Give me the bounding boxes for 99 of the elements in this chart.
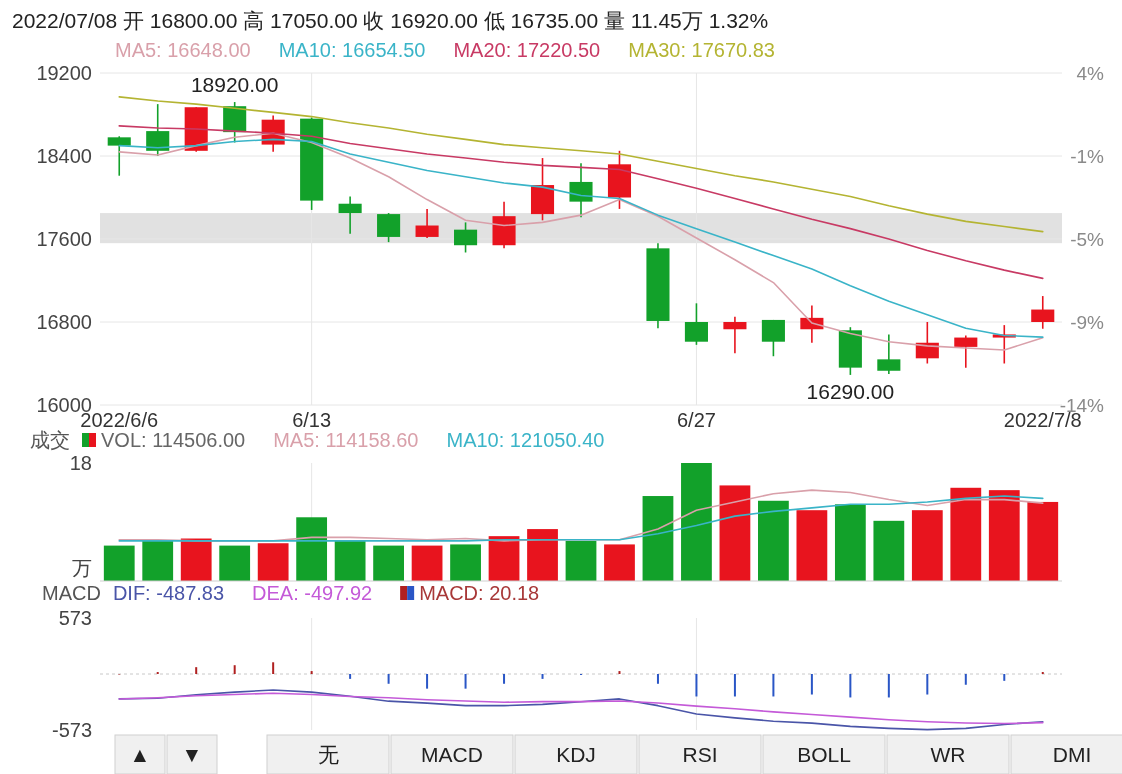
text: MACD — [421, 743, 483, 766]
bar — [964, 674, 967, 685]
text: 无 — [317, 743, 339, 766]
bar — [772, 674, 775, 697]
text: WR — [930, 743, 966, 766]
bar — [527, 529, 558, 581]
bar — [541, 674, 544, 679]
candlestick — [107, 135, 131, 177]
bar — [656, 674, 659, 684]
candlestick — [723, 316, 747, 354]
annotation: 16290.00 — [806, 379, 895, 403]
text: MA5: 16648.00 — [115, 39, 251, 61]
y-tick-label: 16800 — [36, 311, 92, 333]
bar — [642, 496, 674, 581]
text: 18 — [69, 452, 92, 474]
bar — [310, 671, 313, 674]
bar — [950, 487, 982, 581]
text: MA30: 17670.83 — [628, 39, 775, 61]
text: ▼ — [181, 743, 203, 766]
bar — [334, 540, 366, 581]
candlestick — [377, 212, 401, 243]
x-tick-label: 6/13 — [292, 409, 332, 431]
bar — [719, 485, 751, 581]
bar — [926, 674, 929, 695]
bar — [565, 540, 597, 581]
bar — [219, 545, 251, 581]
y-tick-label: 19200 — [36, 62, 92, 84]
bar — [373, 545, 404, 581]
legend-label: VOL: 114506.00 — [101, 429, 246, 451]
bar — [195, 667, 198, 674]
x-tick-label: 6/27 — [676, 409, 716, 431]
candlestick — [454, 221, 478, 254]
bar — [887, 674, 890, 698]
bar — [873, 520, 905, 581]
bar — [810, 674, 813, 695]
y2-tick-label: -5% — [1070, 228, 1105, 250]
bar — [488, 536, 520, 581]
bar — [387, 674, 390, 684]
candlestick — [761, 319, 785, 358]
text: BOLL — [797, 743, 851, 766]
legend-label: MACD: 20.18 — [419, 582, 540, 604]
bar — [257, 543, 289, 581]
text: MA10: 16654.50 — [278, 39, 426, 61]
text: MA10: 121050.40 — [446, 429, 605, 451]
y-tick-label: -573 — [51, 719, 92, 741]
text: MA20: 17220.50 — [453, 39, 601, 61]
bar — [503, 674, 506, 684]
bar — [142, 540, 174, 581]
text: MA5: 114158.60 — [273, 429, 419, 451]
y-tick-label: 17600 — [36, 228, 92, 250]
bar — [103, 545, 135, 581]
text: DEA: -497.92 — [252, 582, 373, 604]
bar — [411, 545, 443, 581]
bar — [272, 662, 275, 674]
bar — [988, 490, 1020, 581]
candlestick — [1031, 295, 1055, 330]
candlestick — [684, 302, 708, 346]
bar — [796, 510, 828, 581]
bar — [618, 671, 621, 674]
y-tick-label: 18400 — [36, 145, 92, 167]
y2-tick-label: -9% — [1070, 312, 1105, 334]
y-axis-title: 万 — [72, 557, 92, 579]
chart-title: 2022/07/08 开 16800.00 高 17050.00 收 16920.00 低 16735.00 量 11.45万 1.32% — [12, 9, 769, 32]
candlestick — [954, 334, 978, 369]
candlestick — [877, 333, 901, 375]
text: DMI — [1052, 743, 1092, 766]
candlestick — [569, 162, 593, 219]
text: ▲ — [129, 743, 151, 766]
y2-tick-label: -1% — [1070, 145, 1105, 167]
bar — [834, 504, 866, 581]
candlestick — [338, 195, 362, 235]
bar — [758, 500, 789, 581]
chart-title: MACD — [42, 582, 101, 604]
line-series — [118, 96, 1044, 233]
y2-tick-label: 4% — [1076, 63, 1105, 84]
bar — [349, 674, 352, 679]
bar — [426, 674, 429, 689]
chart-title: 成交 — [30, 429, 70, 451]
bar — [681, 463, 712, 581]
bar — [180, 538, 212, 581]
bar — [464, 674, 467, 689]
bar — [911, 510, 943, 581]
line-series — [118, 125, 1044, 280]
bar — [849, 674, 852, 698]
bar — [695, 674, 698, 697]
bar — [1003, 674, 1006, 681]
text: RSI — [682, 743, 718, 766]
candlestick — [415, 208, 439, 239]
bar — [1027, 501, 1059, 581]
bar — [604, 544, 635, 581]
bar — [450, 544, 481, 581]
text: KDJ — [556, 743, 596, 766]
line-series — [118, 692, 1044, 725]
text: DIF: -487.83 — [112, 582, 225, 604]
bar — [233, 665, 236, 674]
annotation: 18920.00 — [190, 73, 279, 97]
bar — [733, 674, 736, 697]
y-tick-label: 573 — [58, 607, 92, 629]
bar — [296, 517, 328, 581]
